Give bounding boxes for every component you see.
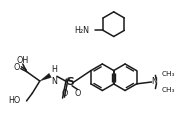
Text: N: N	[152, 77, 157, 86]
Text: OH: OH	[17, 56, 29, 65]
Text: O: O	[61, 89, 68, 98]
Text: H: H	[51, 65, 57, 74]
Text: N: N	[51, 77, 57, 86]
Text: H₂N: H₂N	[74, 26, 89, 35]
Text: CH₃: CH₃	[162, 71, 175, 77]
Polygon shape	[40, 73, 51, 81]
Text: CH₃: CH₃	[162, 87, 175, 93]
Text: S: S	[66, 77, 74, 87]
Text: O: O	[74, 89, 81, 98]
Text: O: O	[14, 63, 20, 72]
Text: HO: HO	[9, 96, 21, 105]
